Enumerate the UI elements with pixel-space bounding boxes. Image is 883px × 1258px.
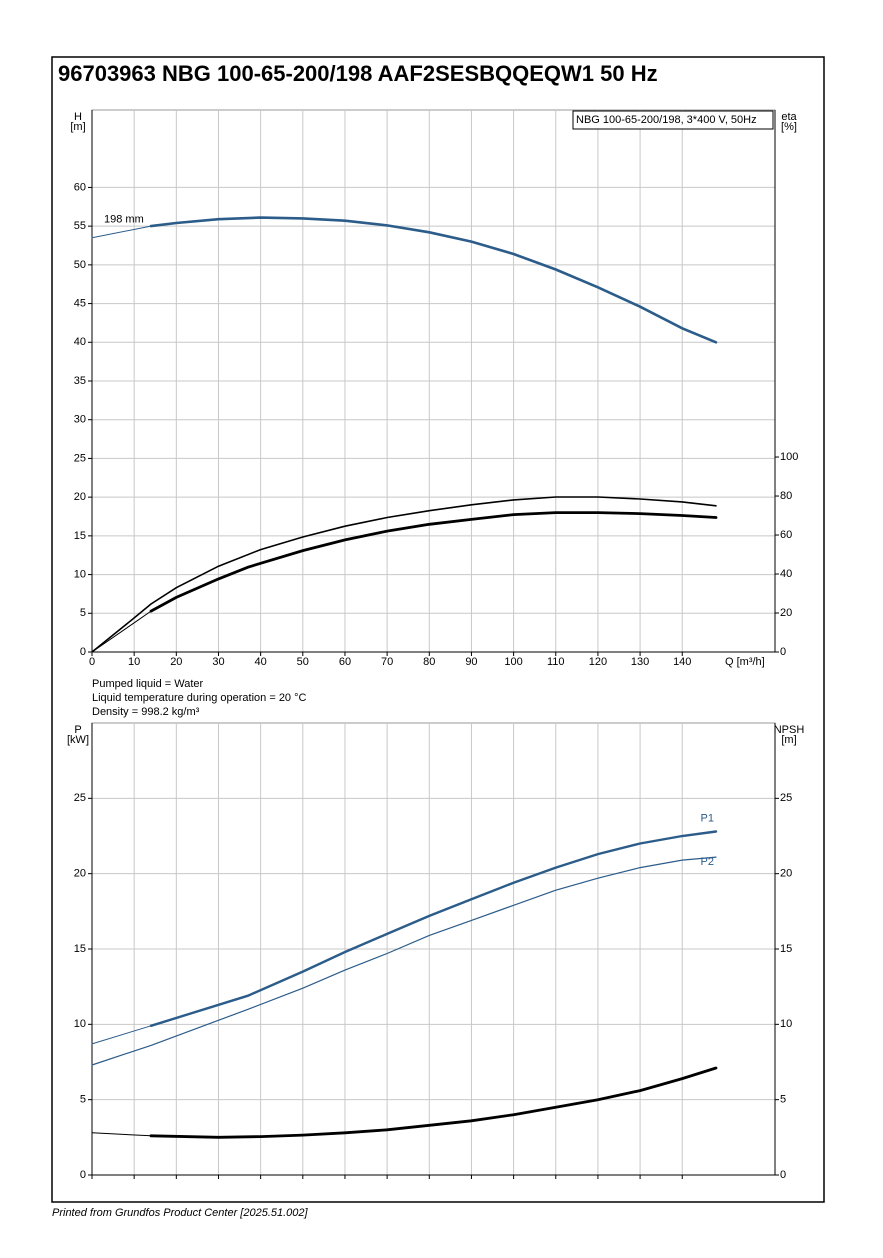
y-tick-label: 0 — [80, 646, 86, 658]
y-tick-label: 0 — [80, 1169, 86, 1181]
x-tick-label: 40 — [255, 656, 267, 668]
y-tick-label: 20 — [74, 491, 86, 503]
y-tick-label: 15 — [74, 943, 86, 955]
y-tick-label: 15 — [74, 530, 86, 542]
x-tick-label: 60 — [339, 656, 351, 668]
curve — [91, 225, 152, 239]
y-tick-label: 5 — [80, 607, 86, 619]
y-axis-unit: [m] — [70, 121, 85, 133]
y-tick-label: 55 — [74, 220, 86, 232]
curve-label: P2 — [701, 856, 714, 868]
footer: Printed from Grundfos Product Center [20… — [52, 1207, 309, 1219]
y2-tick-label: 60 — [780, 529, 792, 541]
curve — [91, 610, 152, 653]
y-tick-label: 35 — [74, 375, 86, 387]
y-tick-label: 25 — [74, 452, 86, 464]
x-tick-label: 100 — [504, 656, 522, 668]
x-tick-label: 30 — [212, 656, 224, 668]
x-tick-label: 50 — [297, 656, 309, 668]
y2-tick-label: 100 — [780, 451, 798, 463]
y-tick-label: 10 — [74, 568, 86, 580]
y2-tick-label: 80 — [780, 490, 792, 502]
curve — [149, 1066, 718, 1139]
y2-tick-label: 40 — [780, 568, 792, 580]
y-tick-label: 25 — [74, 792, 86, 804]
y-tick-label: 40 — [74, 336, 86, 348]
y-axis-label: H — [74, 111, 82, 123]
x-tick-label: 90 — [465, 656, 477, 668]
x-tick-label: 70 — [381, 656, 393, 668]
curve — [91, 1132, 152, 1137]
x-tick-label: 0 — [89, 656, 95, 668]
y2-tick-label: 20 — [780, 607, 792, 619]
y2-tick-label: 10 — [780, 1018, 792, 1030]
y-tick-label: 20 — [74, 868, 86, 880]
annotation: 198 mm — [104, 214, 144, 226]
x-tick-label: 10 — [128, 656, 140, 668]
note: Pumped liquid = Water — [92, 678, 204, 690]
x-tick-label: 80 — [423, 656, 435, 668]
y-tick-label: 30 — [74, 414, 86, 426]
y2-tick-label: 0 — [780, 1169, 786, 1181]
y-tick-label: 60 — [74, 181, 86, 193]
x-tick-label: 120 — [589, 656, 607, 668]
y2-tick-label: 20 — [780, 868, 792, 880]
legend-box — [572, 110, 774, 130]
curve — [91, 856, 717, 1066]
x-tick-label: 110 — [547, 656, 565, 668]
x-axis-label: Q [m³/h] — [725, 656, 765, 668]
curve — [149, 830, 718, 1027]
y-tick-label: 5 — [80, 1094, 86, 1106]
y-tick-label: 50 — [74, 259, 86, 271]
curve — [149, 216, 718, 344]
y-axis-unit: [kW] — [67, 734, 89, 746]
legend-text: NBG 100-65-200/198, 3*400 V, 50Hz — [576, 114, 757, 126]
x-tick-label: 20 — [170, 656, 182, 668]
x-tick-label: 130 — [631, 656, 649, 668]
y-axis-label: P — [74, 724, 81, 736]
y2-axis-label: NPSH — [774, 724, 805, 736]
curve-label: P1 — [701, 812, 714, 824]
note: Density = 998.2 kg/m³ — [92, 706, 200, 718]
y2-axis-unit: [m] — [781, 734, 796, 746]
y2-axis-unit: [%] — [781, 121, 797, 133]
y-tick-label: 45 — [74, 297, 86, 309]
curve — [91, 496, 717, 653]
y2-axis-label: eta — [781, 111, 797, 123]
curve — [149, 511, 718, 613]
y2-tick-label: 25 — [780, 792, 792, 804]
frame — [51, 56, 825, 1203]
note: Liquid temperature during operation = 20… — [92, 692, 307, 704]
y2-tick-label: 5 — [780, 1094, 786, 1106]
curve — [91, 1025, 152, 1045]
y2-tick-label: 15 — [780, 943, 792, 955]
y2-tick-label: 0 — [780, 646, 786, 658]
y-tick-label: 10 — [74, 1018, 86, 1030]
x-tick-label: 140 — [673, 656, 691, 668]
page-title: 96703963 NBG 100-65-200/198 AAF2SESBQQEQ… — [58, 61, 658, 86]
